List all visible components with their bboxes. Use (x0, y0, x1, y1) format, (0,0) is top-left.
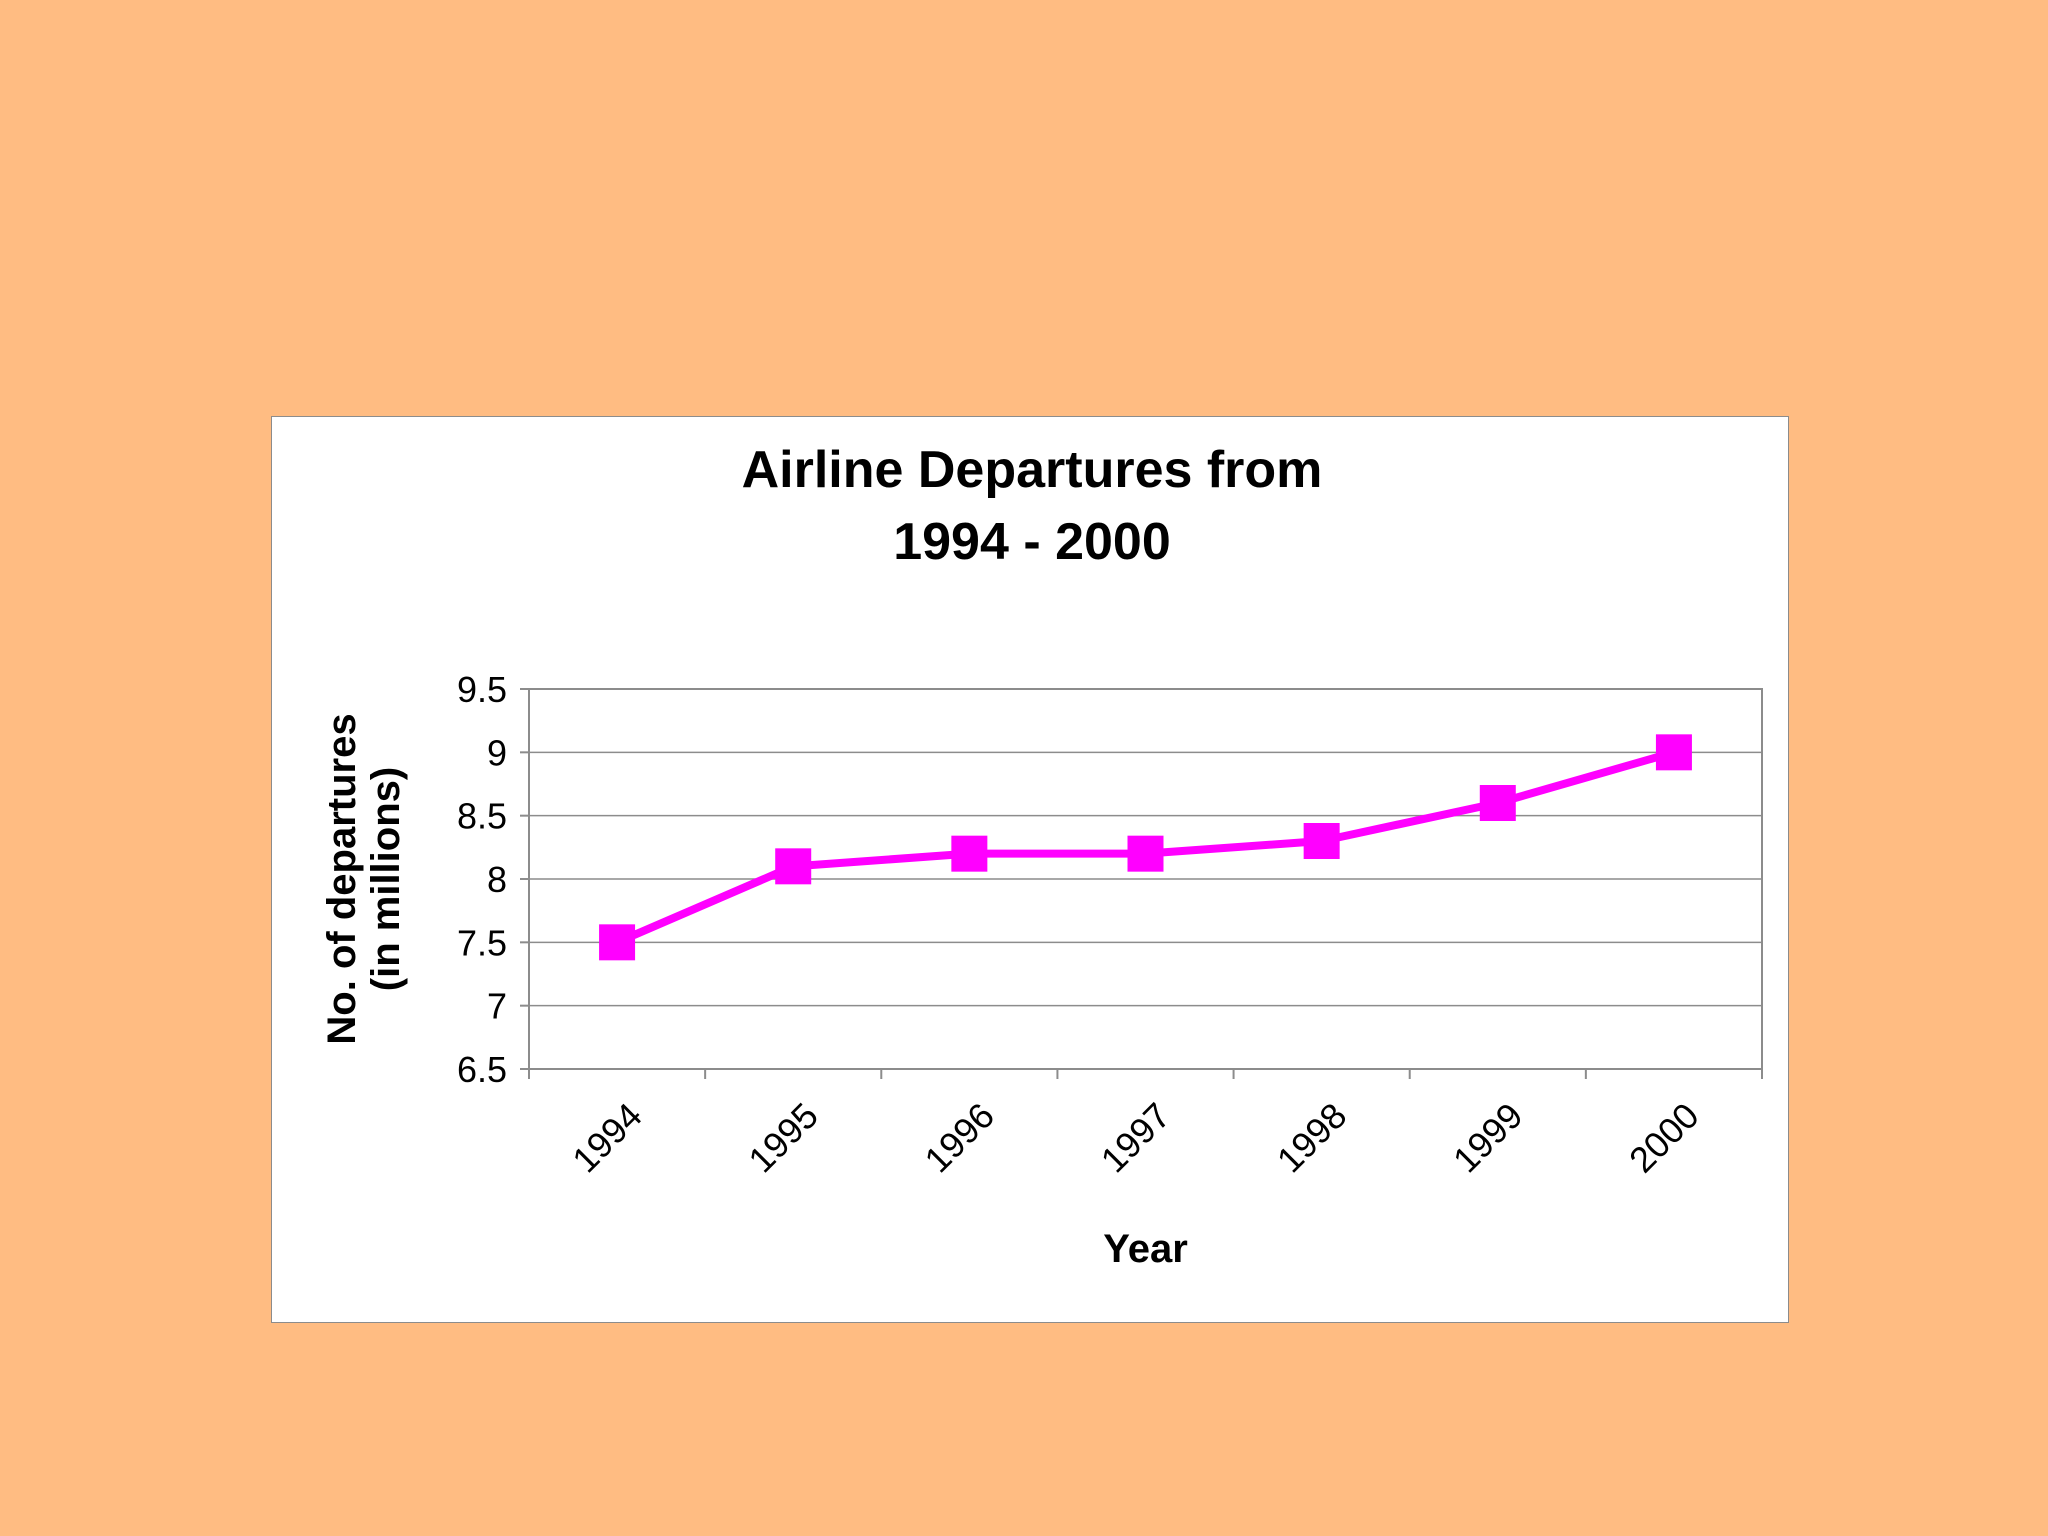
chart-title-line-1: Airline Departures from (742, 441, 1323, 499)
data-point-marker (1479, 785, 1516, 821)
gridlines (529, 751, 1762, 1007)
x-tick-label: 1996 (916, 1095, 1002, 1181)
data-point-marker (1655, 734, 1692, 771)
y-tick-label: 9.5 (457, 669, 507, 710)
y-tick-label: 8 (487, 859, 507, 900)
data-point-marker (1127, 835, 1164, 872)
x-tick-label: 1995 (740, 1095, 826, 1181)
x-tick-label: 1994 (564, 1095, 650, 1181)
x-tick-label: 1999 (1445, 1095, 1531, 1181)
x-tick-label: 1998 (1269, 1095, 1355, 1181)
chart-title-line-2: 1994 - 2000 (893, 513, 1171, 571)
x-tick-label: 2000 (1621, 1095, 1707, 1181)
data-point-marker (1303, 823, 1340, 859)
x-tick-label: 1997 (1093, 1095, 1179, 1181)
y-tick-label: 7.5 (457, 922, 507, 963)
line-chart: Airline Departures from 1994 - 2000 6.5 7… (320, 441, 1763, 1271)
chart-card: Airline Departures from 1994 - 2000 6.5 7… (271, 416, 1789, 1323)
y-axis-title-line-1: No. of departures (320, 713, 364, 1044)
y-tick-label: 8.5 (457, 796, 507, 837)
x-axis-title: Year (1103, 1227, 1188, 1271)
data-point-marker (599, 924, 636, 961)
series-departures (599, 734, 1692, 961)
y-axis-title-line-2: (in millions) (364, 767, 408, 991)
data-point-marker (951, 835, 988, 872)
data-point-marker (775, 848, 812, 885)
y-tick-label: 7 (487, 986, 507, 1027)
y-tick-label: 6.5 (457, 1049, 507, 1090)
y-tick-label: 9 (487, 732, 507, 773)
